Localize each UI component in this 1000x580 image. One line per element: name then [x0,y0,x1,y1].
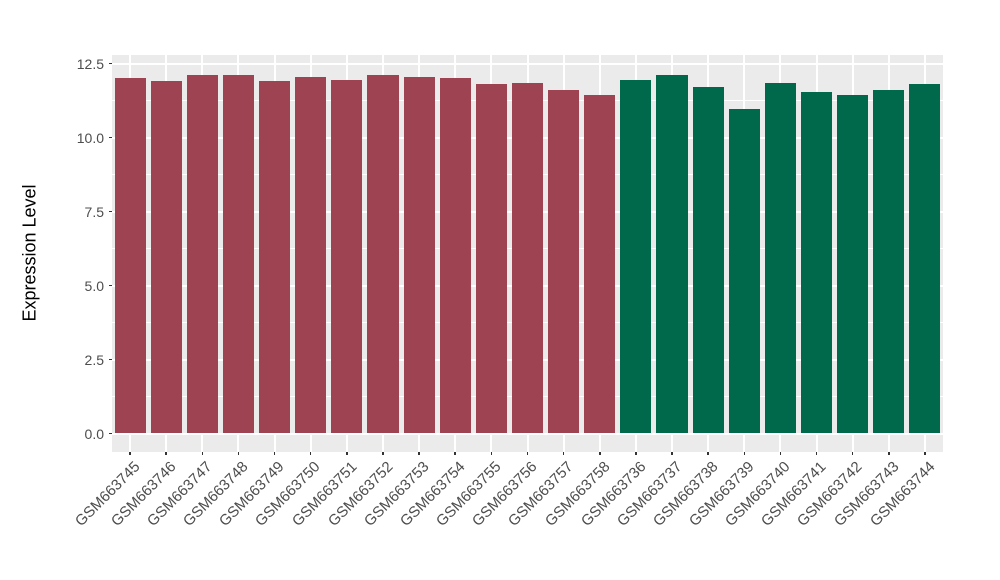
x-tick-mark [924,452,926,455]
y-tick-mark [108,284,112,287]
bar-GSM663755 [475,84,507,434]
bar-GSM663747 [186,75,218,434]
bar-GSM663738 [692,87,724,434]
x-tick-mark [743,452,746,455]
bar-GSM663736 [620,79,652,434]
bar-GSM663753 [403,76,435,434]
y-tick-label: 2.5 [84,351,104,368]
bar-GSM663739 [728,109,760,434]
bar-GSM663737 [656,75,688,434]
y-tick-mark [108,62,112,65]
bar-GSM663757 [548,90,580,434]
bar-GSM663754 [439,78,471,434]
x-tick-mark [526,452,529,455]
bar-GSM663751 [331,79,363,434]
x-tick-mark [671,452,673,455]
bar-GSM663742 [837,94,869,434]
y-tick-label: 5.0 [84,277,104,294]
y-tick-label: 10.0 [76,129,104,146]
bar-GSM663745 [114,78,146,434]
x-tick-mark [418,452,420,455]
y-tick-mark [108,210,112,213]
y-tick-label: 7.5 [84,203,104,220]
y-tick-label: 12.5 [76,55,104,72]
x-tick-mark [599,452,601,455]
y-tick-mark [108,432,112,435]
bar-GSM663750 [295,76,327,434]
x-tick-mark [888,452,890,455]
x-tick-mark [165,452,167,455]
bar-GSM663746 [150,81,182,434]
x-tick-mark [635,452,637,455]
bar-GSM663752 [367,75,399,434]
bar-GSM663743 [873,90,905,434]
x-tick-mark [273,452,276,455]
x-tick-mark [309,452,312,455]
x-tick-mark [851,452,854,455]
bar-GSM663756 [511,82,544,434]
x-tick-mark [490,452,493,455]
x-tick-mark [346,452,348,455]
bar-GSM663744 [909,84,941,434]
x-tick-mark [815,452,818,455]
x-tick-mark [237,452,240,455]
bar-GSM663741 [801,91,833,434]
y-tick-label: 0.0 [84,425,104,442]
plot-panel [112,55,943,452]
x-tick-mark [201,452,204,455]
x-tick-mark [707,452,709,455]
x-tick-mark [382,452,384,455]
bar-GSM663749 [259,81,291,434]
x-tick-mark [779,452,782,455]
bar-GSM663758 [584,94,616,434]
x-tick-mark [562,452,565,455]
y-tick-mark [108,358,112,361]
bar-GSM663740 [764,82,796,434]
y-tick-mark [108,136,112,139]
x-tick-mark [454,452,456,455]
y-axis-title: Expression Level [19,184,40,322]
bar-GSM663748 [222,75,254,434]
x-tick-mark [129,452,131,455]
